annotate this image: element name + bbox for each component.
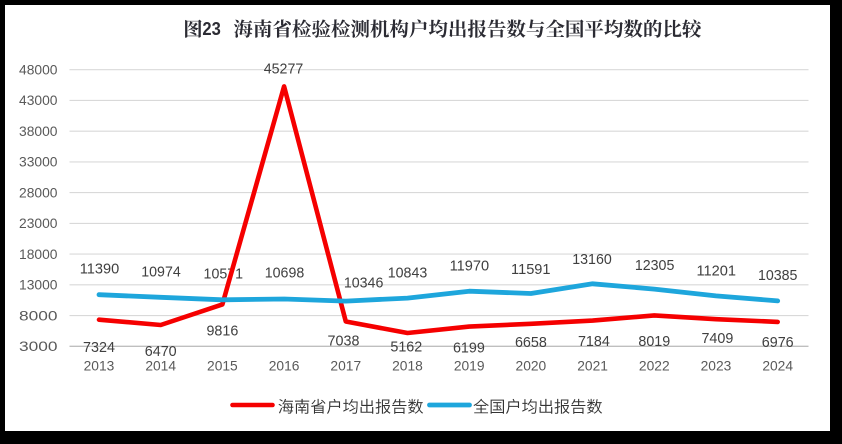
- svg-text:6199: 6199: [453, 340, 485, 357]
- svg-text:8019: 8019: [638, 333, 670, 350]
- svg-text:2020: 2020: [516, 359, 547, 374]
- svg-text:10698: 10698: [265, 265, 305, 282]
- svg-text:11970: 11970: [450, 258, 490, 275]
- svg-text:2013: 2013: [84, 359, 115, 374]
- svg-text:2014: 2014: [145, 359, 176, 374]
- svg-text:8000: 8000: [19, 308, 58, 323]
- svg-text:28000: 28000: [19, 185, 58, 200]
- svg-text:13000: 13000: [19, 278, 58, 293]
- svg-text:7184: 7184: [578, 333, 610, 350]
- svg-text:33000: 33000: [19, 155, 58, 170]
- svg-text:2018: 2018: [392, 359, 423, 374]
- svg-text:2019: 2019: [454, 359, 485, 374]
- svg-text:13160: 13160: [572, 251, 612, 268]
- svg-text:2016: 2016: [269, 359, 300, 374]
- svg-text:23000: 23000: [19, 216, 58, 231]
- svg-text:2015: 2015: [207, 359, 238, 374]
- svg-text:48000: 48000: [19, 62, 58, 77]
- svg-text:45277: 45277: [264, 61, 304, 78]
- svg-text:2021: 2021: [577, 359, 608, 374]
- svg-text:3000: 3000: [19, 339, 58, 354]
- svg-text:6658: 6658: [515, 334, 547, 351]
- svg-text:2023: 2023: [701, 359, 732, 374]
- svg-text:9816: 9816: [206, 322, 238, 339]
- svg-text:2017: 2017: [330, 359, 361, 374]
- svg-text:7324: 7324: [83, 339, 115, 356]
- svg-text:6470: 6470: [145, 343, 177, 360]
- svg-text:5162: 5162: [390, 339, 422, 356]
- svg-text:2022: 2022: [639, 359, 670, 374]
- svg-text:38000: 38000: [19, 124, 58, 139]
- svg-text:10843: 10843: [388, 264, 428, 281]
- svg-text:10571: 10571: [204, 265, 244, 282]
- svg-text:11591: 11591: [511, 261, 551, 278]
- svg-text:23: 23: [202, 19, 220, 39]
- svg-text:18000: 18000: [19, 247, 58, 262]
- svg-text:43000: 43000: [19, 93, 58, 108]
- svg-text:11201: 11201: [696, 263, 736, 280]
- svg-text:11390: 11390: [80, 261, 120, 278]
- svg-text:7038: 7038: [328, 333, 360, 350]
- svg-text:10974: 10974: [141, 264, 181, 281]
- svg-text:12305: 12305: [635, 257, 675, 274]
- svg-text:6976: 6976: [762, 334, 794, 351]
- svg-text:2024: 2024: [762, 359, 793, 374]
- svg-text:10346: 10346: [344, 274, 384, 291]
- svg-text:10385: 10385: [758, 267, 798, 284]
- svg-text:7409: 7409: [701, 330, 733, 347]
